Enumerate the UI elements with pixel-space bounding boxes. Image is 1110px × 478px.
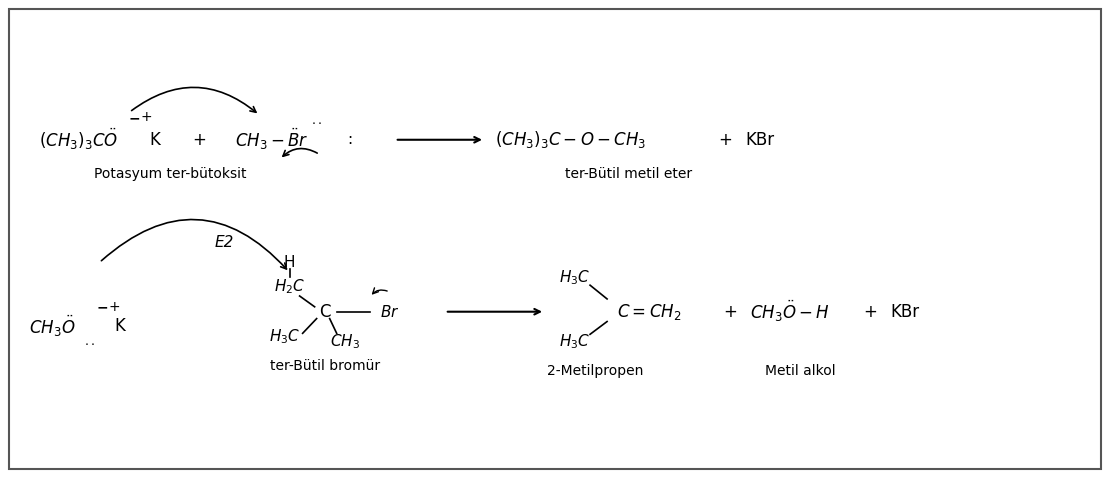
Text: $\bf{-}$: $\bf{-}$ [97,300,109,314]
Text: $CH_3-\ddot{B}r$: $CH_3-\ddot{B}r$ [234,127,309,152]
Text: $(CH_3)_3C-O-CH_3$: $(CH_3)_3C-O-CH_3$ [495,129,646,150]
Text: $\cdot\cdot$: $\cdot\cdot$ [83,337,94,349]
Text: $+$: $+$ [718,131,733,149]
FancyBboxPatch shape [9,9,1101,469]
Text: $CH_3\ddot{O}$: $CH_3\ddot{O}$ [29,314,75,339]
Text: $(CH_3)_3C\ddot{O}$: $(CH_3)_3C\ddot{O}$ [39,127,119,152]
Text: E2: E2 [215,236,234,250]
Text: $\bf{-}$: $\bf{-}$ [129,110,141,124]
Text: K: K [150,131,160,149]
Text: KBr: KBr [890,303,919,321]
Text: $+$: $+$ [192,131,206,149]
Text: $+$: $+$ [864,303,878,321]
Text: $+$: $+$ [724,303,737,321]
Text: ter-Bütil metil eter: ter-Bütil metil eter [565,167,693,181]
Text: $CH_3\ddot{O}-H$: $CH_3\ddot{O}-H$ [750,299,830,324]
Text: $\colon$: $\colon$ [347,132,352,147]
Text: ter-Bütil bromür: ter-Bütil bromür [270,359,380,373]
Text: $H_3C$: $H_3C$ [269,327,300,346]
Text: C: C [319,303,331,321]
Text: $H_3C$: $H_3C$ [559,268,591,287]
Text: H: H [284,255,295,270]
Text: $CH_3$: $CH_3$ [330,332,360,350]
Text: $+$: $+$ [140,110,152,124]
Text: Metil alkol: Metil alkol [765,364,836,378]
Text: $C{=}CH_2$: $C{=}CH_2$ [617,302,682,322]
Text: Potasyum ter-bütoksit: Potasyum ter-bütoksit [94,167,246,181]
Text: $H_2C$: $H_2C$ [274,278,305,296]
Text: KBr: KBr [745,131,775,149]
Text: $\cdot\cdot$: $\cdot\cdot$ [311,116,322,129]
Text: $+$: $+$ [109,300,120,314]
Text: $H_3C$: $H_3C$ [559,332,591,350]
Text: 2-Metilpropen: 2-Metilpropen [547,364,644,378]
Text: $Br$: $Br$ [380,304,400,320]
Text: K: K [114,317,125,336]
